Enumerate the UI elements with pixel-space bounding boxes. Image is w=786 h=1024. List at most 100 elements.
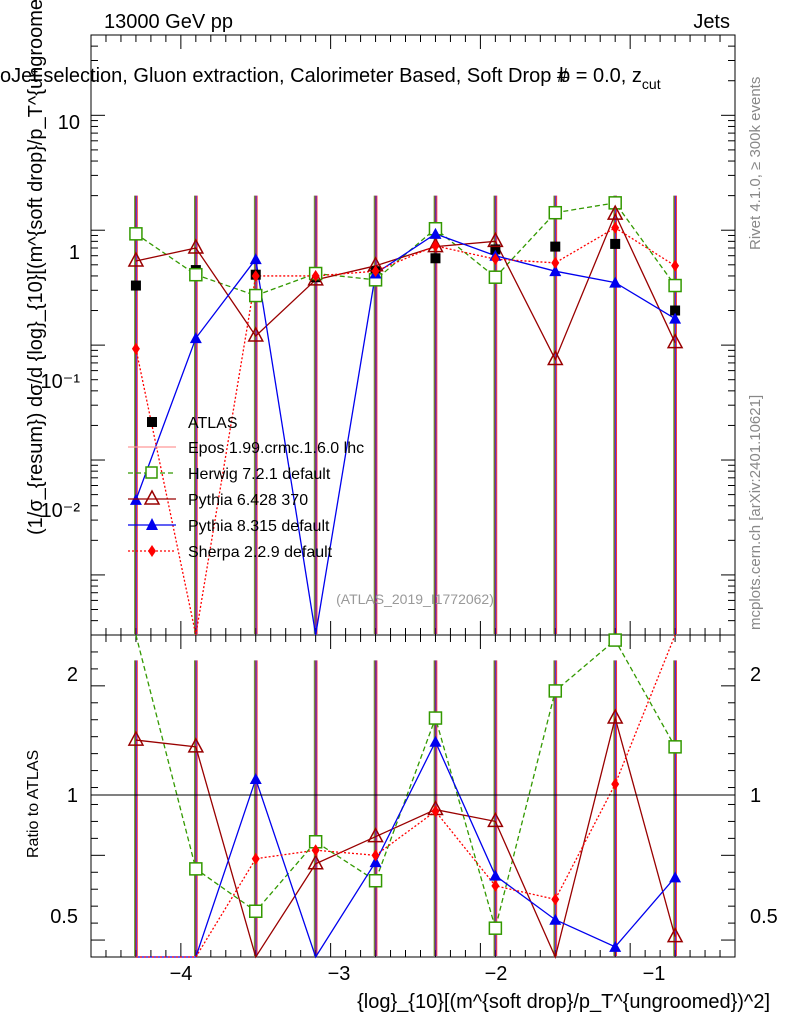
mcplots-label: mcplots.cern.ch [arXiv:2401.10621]: [747, 395, 764, 630]
pythia-8-315-default-marker: [669, 312, 682, 324]
x-tick-label-m2: −2: [485, 963, 508, 985]
y-tick-label-0.1: 10⁻¹: [41, 371, 81, 393]
herwig-7-2-1-default-ratio-marker: [488, 921, 503, 935]
axis-ticks: [90, 34, 736, 958]
y-axis-title-ratio: Ratio to ATLAS: [25, 750, 42, 858]
legend-label-herwig: Herwig 7.2.1 default: [188, 466, 331, 483]
legend-marker-pythia8: [146, 518, 158, 530]
herwig-7-2-1-default-marker: [668, 278, 682, 293]
pythia-8-315-default-line: [135, 233, 676, 636]
sherpa-2-2-9-default-ratio-marker: [491, 879, 500, 892]
legend-entry-atlas: ATLAS: [147, 415, 238, 432]
atlas-marker: [430, 253, 441, 264]
header-jets: Jets: [693, 11, 730, 33]
pythia-6-428-370-marker: [606, 204, 624, 220]
atlas-marker: [670, 305, 681, 316]
plot-title-overlap: b: [559, 65, 570, 87]
atlas-marker: [610, 238, 621, 249]
sherpa-2-2-9-default-ratio-marker: [371, 849, 380, 862]
plot-title-sub: cut: [642, 76, 661, 92]
plot-title: oJet selection, Gluon extraction, Calori…: [0, 65, 661, 92]
herwig-7-2-1-default-marker: [608, 196, 622, 210]
herwig-7-2-1-default-ratio-marker: [608, 633, 622, 647]
x-tick-label-m3: −3: [328, 963, 351, 985]
x-tick-label-m4: −4: [170, 963, 193, 985]
legend-label-epos: Epos 1.99.crmc.1.6.0 lhc: [188, 440, 364, 457]
legend-entry-pythia8: Pythia 8.315 default: [128, 518, 330, 535]
herwig-7-2-1-default-ratio-marker: [189, 862, 203, 876]
pythia-8-315-default-marker: [549, 265, 562, 277]
legend-entry-herwig: Herwig 7.2.1 default: [128, 466, 331, 483]
rivet-version-label: Rivet 4.1.0, ≥ 300k events: [747, 77, 764, 250]
herwig-7-2-1-default-ratio-line: [135, 634, 676, 931]
legend-entry-sherpa: Sherpa 2.2.9 default: [128, 544, 333, 561]
ratio-tick-label-1: 1: [67, 785, 78, 807]
pythia-6-428-370-marker: [547, 349, 564, 366]
x-axis-title: {log}_{10}[(m^{soft drop}/p_T^{ungroomed…: [357, 991, 770, 1013]
herwig-7-2-1-default-marker: [129, 227, 143, 241]
sherpa-2-2-9-default-marker: [551, 256, 560, 269]
plot-title-prefix: oJet selection, Gluon extraction, Calori…: [0, 65, 569, 87]
legend-entry-pythia6: Pythia 6.428 370: [128, 489, 308, 509]
pythia-6-428-370-marker: [487, 231, 504, 248]
pythia-6-428-370-marker: [666, 333, 684, 349]
herwig-7-2-1-default-ratio-marker: [248, 904, 263, 918]
herwig-7-2-1-default-line: [135, 202, 676, 297]
pythia-8-315-default-ratio-line: [135, 740, 676, 959]
herwig-7-2-1-default-marker: [248, 288, 263, 303]
x-tick-label-m1: −1: [643, 963, 666, 985]
pythia-8-315-default-marker: [609, 276, 622, 288]
sherpa-2-2-9-default-marker: [371, 265, 380, 278]
sherpa-2-2-9-default-marker: [491, 253, 500, 266]
pythia-6-428-370-ratio-marker: [127, 730, 145, 746]
ratio-tick-label-0.5: 0.5: [50, 906, 78, 928]
plot-title-suffix: = 0.0, z: [570, 65, 642, 87]
pythia-6-428-370-ratio-marker: [487, 811, 504, 828]
ratio-tick-label-2: 2: [67, 664, 78, 686]
sherpa-2-2-9-default-ratio-marker: [311, 844, 320, 857]
pythia-8-315-default-ratio-marker: [549, 913, 562, 925]
legend: ATLAS Epos 1.99.crmc.1.6.0 lhc Herwig 7.…: [128, 415, 364, 561]
legend-label-pythia6: Pythia 6.428 370: [188, 492, 308, 509]
pythia-6-428-370-ratio-marker: [187, 737, 205, 753]
sherpa-2-2-9-default-ratio-marker: [251, 852, 260, 865]
legend-marker-herwig: [145, 466, 158, 479]
ratio-panel-frame: [90, 634, 736, 958]
ratio-right-tick-label-0.5: 0.5: [750, 906, 778, 928]
pythia-8-315-default-ratio-marker: [609, 940, 622, 952]
herwig-7-2-1-default-ratio-marker: [548, 684, 563, 698]
y-tick-label-10: 10: [58, 112, 80, 134]
legend-marker-atlas: [147, 417, 157, 427]
pythia-6-428-370-ratio-marker: [367, 827, 384, 843]
pythia-8-315-default-ratio-marker: [669, 871, 682, 883]
legend-label-sherpa: Sherpa 2.2.9 default: [188, 544, 333, 561]
herwig-7-2-1-default-marker: [488, 270, 503, 284]
error-bars: [134, 195, 677, 956]
pythia-8-315-default-marker: [249, 253, 262, 265]
analysis-id: (ATLAS_2019_I1772062): [336, 591, 494, 607]
pythia-6-428-370-ratio-marker: [666, 927, 684, 943]
legend-entry-epos: Epos 1.99.crmc.1.6.0 lhc: [128, 440, 364, 457]
herwig-7-2-1-default-ratio-marker: [428, 711, 443, 725]
sherpa-2-2-9-default-marker: [611, 221, 620, 234]
pythia-6-428-370-ratio-marker: [606, 708, 624, 724]
sherpa-2-2-9-default-marker: [431, 239, 440, 252]
pythia-6-428-370-marker: [127, 251, 145, 267]
y-tick-label-0.01: 10⁻²: [41, 500, 81, 522]
pythia-6-428-370-marker: [307, 270, 324, 286]
ratio-right-tick-label-1: 1: [750, 785, 761, 807]
herwig-7-2-1-default-ratio-marker: [668, 740, 682, 754]
sherpa-2-2-9-default-ratio-marker: [431, 805, 440, 818]
data-markers: [127, 196, 684, 952]
herwig-7-2-1-default-marker: [189, 267, 203, 282]
pythia-6-428-370-ratio-marker: [307, 854, 324, 870]
legend-marker-sherpa: [148, 545, 156, 557]
pythia-8-315-default-ratio-marker: [429, 735, 442, 747]
pythia-6-428-370-line: [135, 212, 676, 362]
pythia-6-428-370-marker: [187, 238, 205, 254]
sherpa-2-2-9-default-line: [135, 227, 676, 636]
pythia-8-315-default-marker: [429, 227, 442, 239]
series-lines: [135, 202, 676, 959]
y-axis-title-main: (1/σ_{resum}) dσ/d {log}_{10}[(m^{soft d…: [25, 0, 47, 535]
sherpa-2-2-9-default-marker: [671, 259, 680, 272]
